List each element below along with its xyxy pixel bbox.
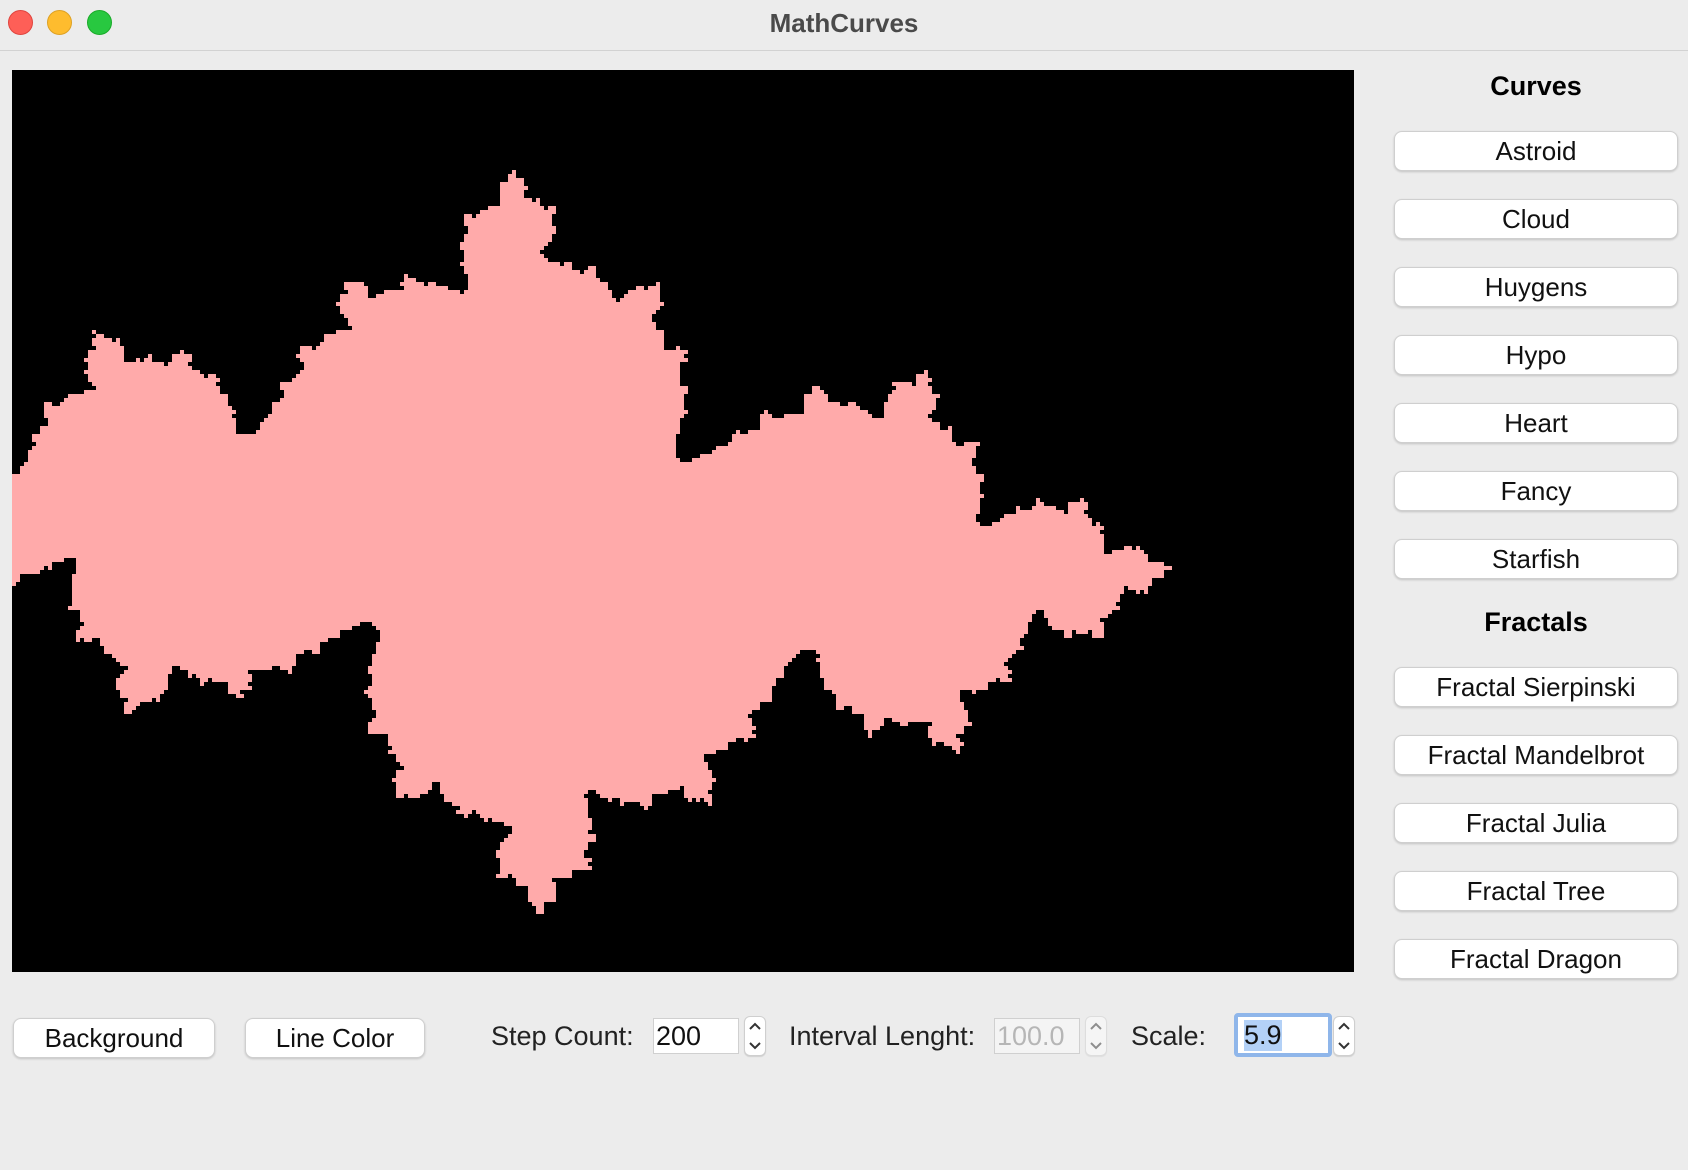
chevron-down-icon — [1338, 1042, 1350, 1050]
curves-heading: Curves — [1490, 71, 1582, 101]
step-count-field[interactable] — [653, 1018, 739, 1054]
drawing-canvas — [12, 70, 1354, 972]
title-bar: MathCurves — [0, 0, 1688, 51]
huygens-button[interactable]: Huygens — [1394, 267, 1678, 307]
fractal-julia-image — [12, 170, 1172, 914]
fractal-sierpinski-button[interactable]: Fractal Sierpinski — [1394, 667, 1678, 707]
scale-label: Scale: — [1131, 1021, 1207, 1051]
chevron-up-icon — [1090, 1022, 1102, 1030]
chevron-up-icon — [1338, 1022, 1350, 1030]
step-count-label: Step Count: — [491, 1021, 634, 1051]
fractal-julia-button[interactable]: Fractal Julia — [1394, 803, 1678, 843]
close-window-button[interactable] — [8, 10, 33, 35]
line-color-button[interactable]: Line Color — [245, 1018, 425, 1058]
zoom-window-button[interactable] — [87, 10, 112, 35]
starfish-button[interactable]: Starfish — [1394, 539, 1678, 579]
scale-stepper[interactable] — [1333, 1016, 1355, 1056]
fractal-dragon-button[interactable]: Fractal Dragon — [1394, 939, 1678, 979]
step-count-stepper[interactable] — [744, 1016, 766, 1056]
interval-length-label: Interval Lenght: — [789, 1021, 976, 1051]
cloud-button[interactable]: Cloud — [1394, 199, 1678, 239]
interval-length-increment — [1086, 1017, 1106, 1036]
scale-increment[interactable] — [1334, 1017, 1354, 1036]
chevron-up-icon — [749, 1022, 761, 1030]
scale-field[interactable] — [1234, 1013, 1332, 1057]
hypo-button[interactable]: Hypo — [1394, 335, 1678, 375]
interval-length-stepper — [1085, 1016, 1107, 1056]
window-title: MathCurves — [769, 8, 919, 38]
fractal-tree-button[interactable]: Fractal Tree — [1394, 871, 1678, 911]
chevron-down-icon — [749, 1042, 761, 1050]
step-count-decrement[interactable] — [745, 1036, 765, 1055]
heart-button[interactable]: Heart — [1394, 403, 1678, 443]
minimize-window-button[interactable] — [47, 10, 72, 35]
background-color-button[interactable]: Background — [13, 1018, 215, 1058]
julia-set-shape — [12, 170, 1172, 914]
astroid-button[interactable]: Astroid — [1394, 131, 1678, 171]
fractals-heading: Fractals — [1484, 607, 1588, 637]
interval-length-field — [994, 1018, 1080, 1054]
interval-length-decrement — [1086, 1036, 1106, 1055]
fractal-mandelbrot-button[interactable]: Fractal Mandelbrot — [1394, 735, 1678, 775]
fancy-button[interactable]: Fancy — [1394, 471, 1678, 511]
step-count-increment[interactable] — [745, 1017, 765, 1036]
chevron-down-icon — [1090, 1042, 1102, 1050]
scale-decrement[interactable] — [1334, 1036, 1354, 1055]
